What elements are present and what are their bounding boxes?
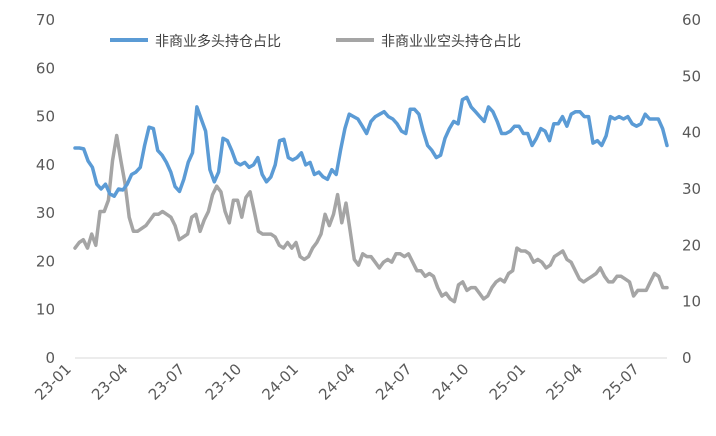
legend: 非商业多头持仓占比 非商业业空头持仓占比 bbox=[110, 33, 521, 50]
series-line-short bbox=[73, 133, 669, 304]
right-tick-label: 10 bbox=[682, 293, 701, 311]
left-tick-label: 0 bbox=[45, 349, 55, 367]
x-tick-label: 25-01 bbox=[486, 360, 530, 404]
legend-label-short: 非商业业空头持仓占比 bbox=[381, 34, 521, 50]
right-tick-label: 0 bbox=[682, 349, 692, 367]
series-lines bbox=[73, 95, 669, 304]
x-tick-label: 23-10 bbox=[202, 360, 246, 404]
legend-item-short: 非商业业空头持仓占比 bbox=[336, 34, 521, 50]
left-tick-label: 30 bbox=[36, 204, 55, 222]
legend-item-long: 非商业多头持仓占比 bbox=[110, 33, 281, 50]
right-tick-label: 50 bbox=[682, 67, 701, 85]
x-tick-label: 25-07 bbox=[599, 360, 643, 404]
x-tick-label: 23-07 bbox=[145, 360, 189, 404]
x-tick-label: 24-04 bbox=[315, 360, 359, 404]
left-tick-label: 50 bbox=[36, 108, 55, 126]
x-tick-label: 24-01 bbox=[258, 360, 302, 404]
right-tick-label: 60 bbox=[682, 11, 701, 29]
left-tick-label: 60 bbox=[36, 59, 55, 77]
series-line-long bbox=[73, 95, 669, 198]
x-tick-label: 24-07 bbox=[372, 360, 416, 404]
right-y-axis: 0 10 20 30 40 50 60 bbox=[682, 11, 701, 367]
right-tick-label: 40 bbox=[682, 124, 701, 142]
right-tick-label: 30 bbox=[682, 180, 701, 198]
left-y-axis: 0 10 20 30 40 50 60 70 bbox=[36, 11, 55, 367]
left-tick-label: 70 bbox=[36, 11, 55, 29]
x-tick-label: 24-10 bbox=[429, 360, 473, 404]
x-tick-label: 25-04 bbox=[542, 360, 586, 404]
left-tick-label: 10 bbox=[36, 301, 55, 319]
legend-label-long: 非商业多头持仓占比 bbox=[155, 33, 281, 50]
left-tick-label: 20 bbox=[36, 252, 55, 270]
x-axis: 23-01 23-04 23-07 23-10 24-01 24-04 24-07 24-10… bbox=[31, 357, 667, 404]
x-tick-label: 23-04 bbox=[88, 360, 132, 404]
left-tick-label: 40 bbox=[36, 156, 55, 174]
right-tick-label: 20 bbox=[682, 236, 701, 254]
